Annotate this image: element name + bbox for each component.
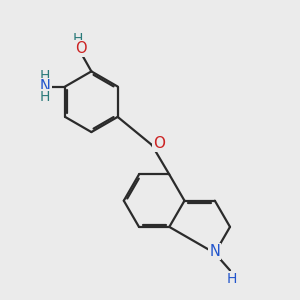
Text: N: N — [209, 244, 220, 259]
Text: N: N — [40, 79, 50, 94]
Text: O: O — [75, 41, 87, 56]
Text: H: H — [40, 69, 50, 83]
Text: H: H — [40, 90, 50, 104]
Text: H: H — [226, 272, 237, 286]
Text: O: O — [153, 136, 165, 151]
Text: H: H — [72, 32, 83, 46]
